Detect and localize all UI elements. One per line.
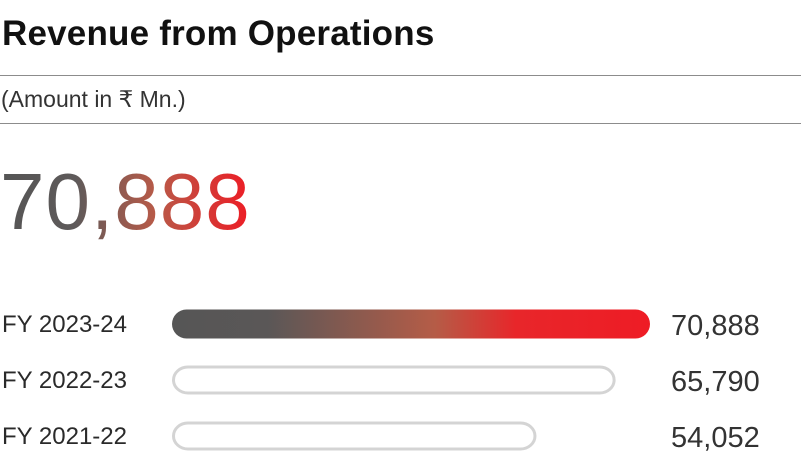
bar [172,309,650,339]
category-label: FY 2021-22 [2,423,127,450]
category-label: FY 2023-24 [2,311,127,338]
headline-value: 70,888 [0,157,251,246]
value-label: 54,052 [671,422,760,454]
chart-title: Revenue from Operations [2,14,435,53]
revenue-bar-chart: FY 2023-24 70,888 FY 2022-23 65,790 FY 2021-… [2,309,760,454]
bar [172,421,537,451]
unit-subtitle: (Amount in ₹ Mn.) [1,86,186,112]
bar [172,365,616,395]
category-label: FY 2022-23 [2,367,127,394]
value-label: 65,790 [671,366,760,398]
divider-bottom [0,123,801,124]
value-label: 70,888 [671,310,760,342]
divider-top [0,75,801,76]
